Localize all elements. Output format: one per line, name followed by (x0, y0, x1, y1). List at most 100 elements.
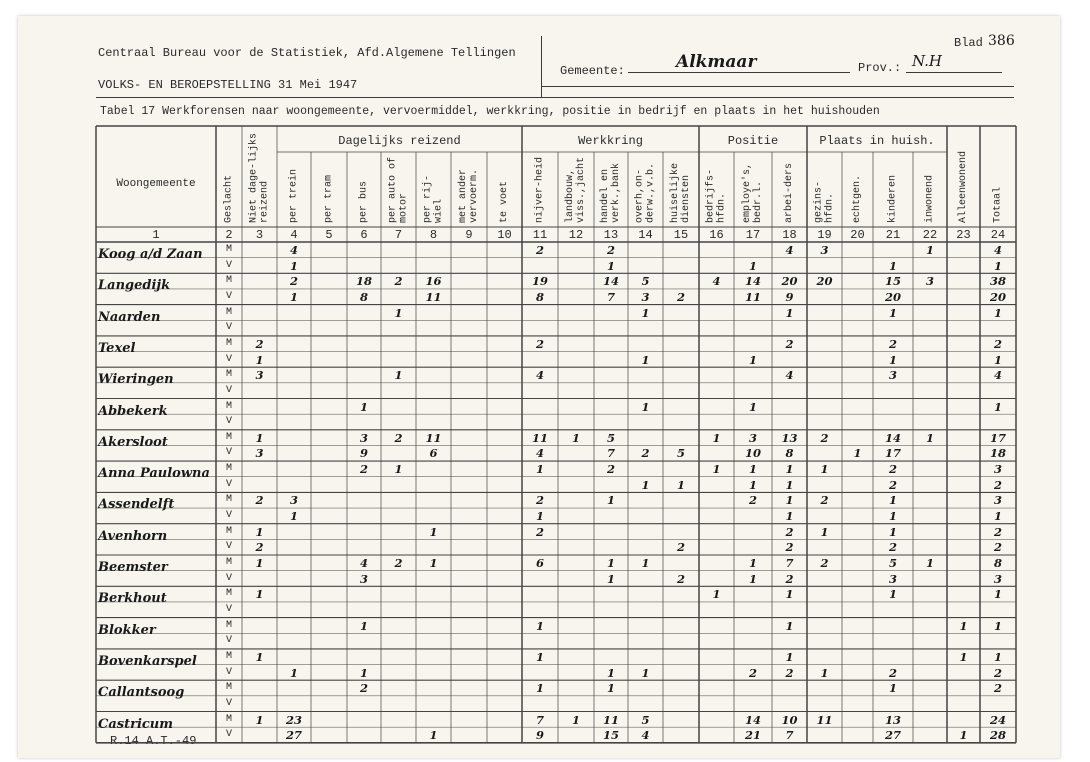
gemeente-value: Alkmaar (676, 52, 757, 72)
column-number: 15 (673, 228, 689, 242)
group-header: Positie (727, 134, 779, 148)
gemeente-underline (628, 72, 850, 73)
gemeente-name: Wieringen (98, 372, 174, 388)
column-number: 1 (152, 228, 160, 242)
cell-value: 1 (748, 399, 757, 414)
cell-value: 1 (959, 618, 968, 633)
cell-value: 11 (531, 430, 548, 445)
column-header: kinderen (887, 174, 899, 223)
cell-value: 1 (712, 587, 721, 602)
column-header: huiselijke diensten (670, 162, 692, 223)
column-number: 10 (497, 228, 512, 242)
cell-value: 2 (785, 665, 794, 680)
cell-value: 2 (888, 336, 897, 351)
cell-value: 20 (816, 274, 833, 289)
footer-code: R.14 A.T.-49 (110, 734, 197, 748)
geslacht-m: M (225, 525, 232, 537)
column-header: overh,on-derw.,v.b. (634, 162, 657, 223)
cell-value: 1 (394, 368, 403, 383)
geslacht-v: V (225, 416, 232, 428)
cell-value: 1 (255, 556, 264, 570)
gemeente-name: Anna Paulowna (98, 466, 210, 482)
cell-value: 1 (535, 462, 544, 477)
cell-value: 1 (993, 509, 1002, 524)
group-header: Plaats in huish. (819, 134, 935, 148)
column-header: gezins-hfdn. (813, 180, 836, 223)
cell-value: 4 (289, 243, 298, 257)
cell-value: 1 (676, 477, 685, 492)
cell-value: 1 (993, 618, 1002, 633)
cell-value: 9 (359, 446, 368, 461)
cell-value: 1 (785, 587, 794, 602)
cell-value: 11 (744, 289, 761, 304)
cell-value: 1 (255, 649, 264, 664)
cell-value: 15 (884, 274, 901, 289)
cell-value: 1 (429, 524, 438, 539)
cell-value: 2 (535, 243, 544, 257)
cell-value: 1 (641, 352, 650, 367)
cell-value: 4 (993, 368, 1002, 383)
column-number: 17 (745, 228, 761, 242)
cell-value: 3 (359, 430, 368, 445)
cell-value: 14 (744, 274, 761, 289)
geslacht-v: V (225, 572, 232, 584)
cell-value: 1 (888, 305, 897, 320)
cell-value: 7 (535, 712, 544, 727)
cell-value: 3 (255, 368, 264, 383)
column-number: 20 (850, 228, 865, 242)
cell-value: 1 (255, 352, 264, 367)
column-number: 23 (956, 228, 971, 242)
cell-value: 1 (785, 509, 794, 524)
cell-value: 6 (535, 556, 544, 570)
cell-value: 1 (394, 462, 403, 477)
cell-value: 1 (993, 587, 1002, 602)
column-number: 12 (568, 228, 584, 242)
prov-value: N.H (912, 52, 943, 70)
cell-value: 10 (744, 446, 761, 461)
geslacht-v: V (225, 541, 232, 553)
column-header: te voet (499, 180, 510, 223)
cell-value: 3 (359, 571, 368, 586)
cell-value: 1 (571, 712, 580, 727)
prov-underline (906, 72, 1002, 73)
cell-value: 1 (712, 462, 721, 477)
geslacht-m: M (225, 650, 232, 662)
cell-value: 38 (989, 274, 1006, 289)
cell-value: 1 (535, 681, 544, 696)
cell-value: 11 (425, 289, 442, 304)
cell-value: 1 (959, 649, 968, 664)
cell-value: 2 (255, 540, 264, 555)
cell-value: 20 (989, 289, 1006, 304)
cell-value: 3 (289, 493, 298, 508)
cell-value: 1 (748, 477, 757, 492)
cell-value: 2 (748, 665, 757, 680)
cell-value: 5 (888, 556, 897, 570)
cell-value: 1 (606, 258, 615, 273)
column-number: 2 (225, 228, 233, 242)
group-header: Dagelijks reizend (338, 134, 461, 148)
cell-value: 1 (289, 665, 298, 680)
cell-value: 1 (785, 477, 794, 492)
gemeente-name: Assendelft (98, 497, 175, 513)
cell-value: 2 (255, 493, 264, 508)
cell-value: 2 (676, 571, 685, 586)
census-title: VOLKS- EN BEROEPSTELLING 31 Mei 1947 (98, 78, 358, 92)
cell-value: 1 (820, 462, 829, 477)
cell-value: 1 (606, 571, 615, 586)
geslacht-m: M (225, 682, 232, 694)
cell-value: 1 (429, 556, 438, 570)
geslacht-m: M (225, 400, 232, 412)
gemeente-name: Avenhorn (98, 528, 168, 544)
cell-value: 2 (255, 336, 264, 351)
gemeente-name: Langedijk (98, 278, 171, 294)
cell-value: 1 (359, 665, 368, 680)
geslacht-v: V (225, 384, 232, 396)
cell-value: 8 (359, 289, 368, 304)
cell-value: 8 (993, 556, 1002, 570)
cell-value: 1 (641, 665, 650, 680)
geslacht-v: V (225, 666, 232, 678)
cell-value: 21 (744, 728, 761, 743)
column-header: arbei-ders (784, 162, 795, 223)
cell-value: 2 (676, 289, 685, 304)
cell-value: 2 (606, 243, 615, 257)
